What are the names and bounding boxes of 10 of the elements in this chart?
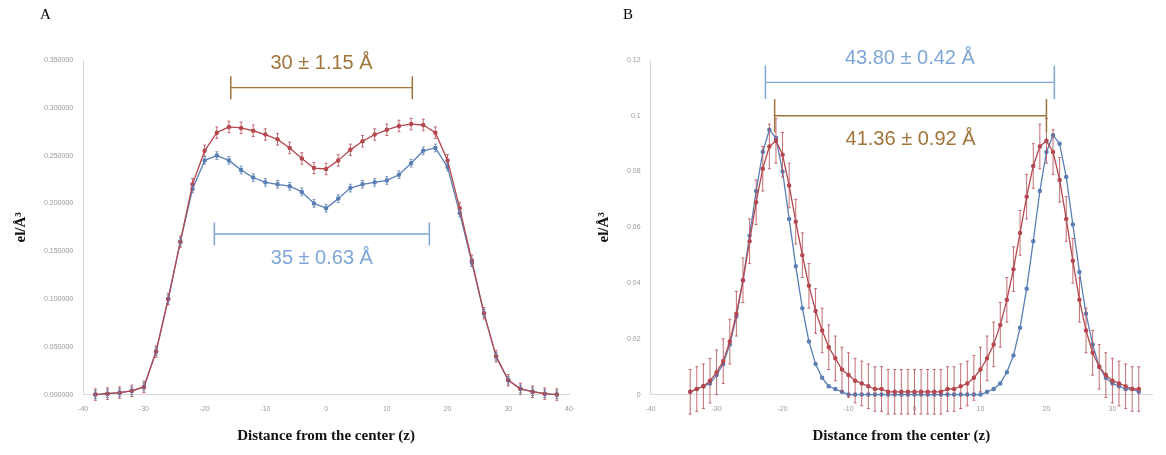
series-label: 41.36 ± 0.92 Å (845, 127, 977, 150)
y-axis-title: el/Å³ (594, 211, 611, 243)
chart-title: B (623, 6, 634, 23)
x-axis-title: Distance from the center (z) (237, 426, 415, 444)
series-label: 30 ± 1.15 Å (270, 51, 374, 74)
chart-title: A (40, 6, 51, 23)
series-label: 35 ± 0.63 Å (270, 245, 374, 268)
y-axis-title: el/Å³ (11, 211, 28, 243)
series-label: 43.80 ± 0.42 Å (844, 45, 976, 68)
x-axis-title: Distance from the center (z) (812, 426, 991, 444)
